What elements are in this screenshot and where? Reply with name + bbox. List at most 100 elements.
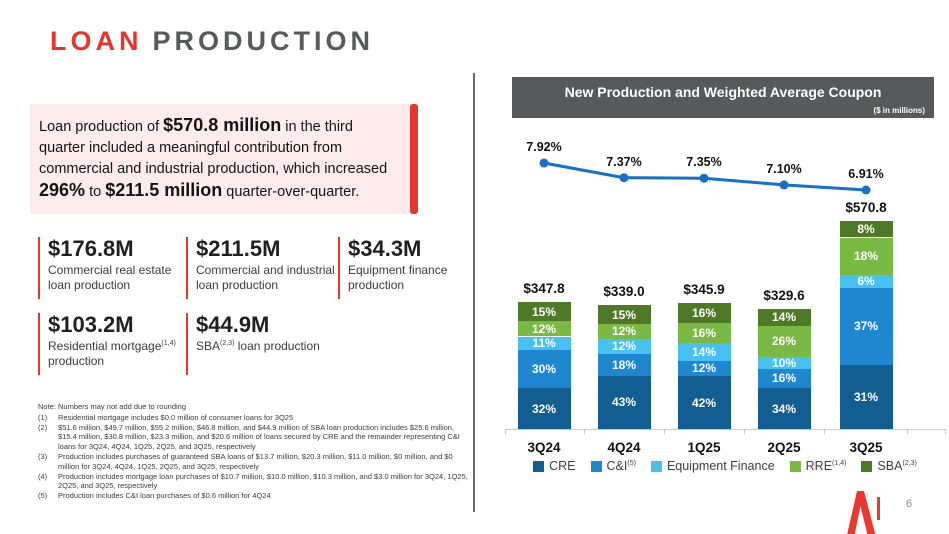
bar-percent-label: 26% bbox=[771, 334, 797, 349]
bar-segment-cre: 31% bbox=[839, 364, 893, 429]
metric-card: $44.9M SBA(2,3) loan production bbox=[186, 313, 338, 375]
bar-percent-label: 12% bbox=[531, 321, 557, 336]
x-axis-tick bbox=[907, 429, 908, 434]
footnote-text: Production includes purchases of guarant… bbox=[58, 451, 453, 471]
bar-segment-sba: 16% bbox=[677, 302, 731, 324]
logo-tick-bar bbox=[877, 497, 880, 520]
metric-value: $211.5M bbox=[196, 236, 281, 261]
metric-cards: $176.8M Commercial real estate loan produ… bbox=[38, 237, 474, 375]
bar-percent-label: 37% bbox=[853, 319, 879, 333]
bar-percent-label: 31% bbox=[853, 389, 879, 404]
chart-canvas: 32% 30% 11% 12% 15% $347.8 3Q24 43% 18% 12% 12% 15%… bbox=[505, 118, 949, 514]
bar-percent-label: 12% bbox=[691, 361, 717, 376]
footnote-item: (2) $51.6 million, $49.7 million, $55.2 m… bbox=[38, 423, 468, 452]
metric-card: $176.8M Commercial real estate loan produ… bbox=[38, 237, 186, 299]
bar-percent-label: 16% bbox=[691, 326, 717, 341]
x-axis-category-label: 2Q25 bbox=[767, 440, 801, 455]
bar-segment-cre: 42% bbox=[677, 376, 731, 429]
chart-title: New Production and Weighted Average Coup… bbox=[564, 84, 882, 100]
footnotes: Note: Numbers may not add due to roundin… bbox=[38, 402, 468, 501]
footnote-number: (3) bbox=[38, 451, 48, 461]
x-axis-line bbox=[505, 429, 945, 430]
coupon-percent-label: 7.35% bbox=[686, 155, 722, 170]
coupon-line-marker bbox=[779, 180, 789, 190]
bar-segment-rre: 18% bbox=[839, 237, 893, 276]
footnote-note: Note: Numbers may not add due to roundin… bbox=[38, 402, 187, 411]
bar-total-label: $347.8 bbox=[523, 281, 565, 297]
legend-label: Equipment Finance bbox=[666, 459, 775, 473]
text-segment: Commercial and industrial loan productio… bbox=[196, 263, 335, 292]
footnote-text: $51.6 million, $49.7 million, $55.2 mill… bbox=[58, 422, 460, 452]
chart-subtitle: ($ in millions) bbox=[873, 106, 925, 115]
bar-segment-cre: 43% bbox=[597, 375, 651, 429]
text-segment: SBA bbox=[196, 339, 221, 353]
bar-percent-label: 32% bbox=[531, 401, 557, 416]
coupon-percent-label: 7.37% bbox=[606, 154, 642, 169]
page-title: LOAN PRODUCTION bbox=[50, 26, 374, 57]
text-segment: Commercial real estate loan production bbox=[48, 263, 172, 292]
text-segment: production bbox=[48, 354, 105, 368]
x-axis-tick bbox=[584, 429, 585, 434]
bar-percent-label: 34% bbox=[771, 401, 797, 416]
bar-segment-c-i: 12% bbox=[677, 360, 731, 376]
bar-percent-label: 42% bbox=[691, 395, 717, 410]
footnote-item: (1) Residential mortgage includes $0.0 mi… bbox=[38, 413, 468, 423]
legend-item-rre: RRE(1,4) bbox=[789, 459, 847, 473]
x-axis-category-label: 3Q25 bbox=[849, 440, 883, 455]
vertical-divider bbox=[473, 73, 475, 512]
bar-percent-label: 30% bbox=[531, 362, 557, 377]
bar-percent-label: 18% bbox=[611, 357, 637, 372]
x-axis-category-label: 1Q25 bbox=[687, 440, 721, 455]
coupon-percent-label: 7.10% bbox=[766, 161, 802, 176]
chart-header: New Production and Weighted Average Coup… bbox=[512, 77, 934, 118]
legend-swatch-icon bbox=[861, 460, 873, 472]
highlight-text: Loan production of $570.8 million in the… bbox=[39, 115, 391, 203]
bar-segment-sba: 8% bbox=[839, 220, 893, 238]
bar-segment-sba: 14% bbox=[757, 308, 811, 326]
bar-segment-rre: 16% bbox=[677, 323, 731, 344]
text-segment: in the third quarter included a meaningf… bbox=[39, 119, 388, 177]
legend-swatch-icon bbox=[590, 460, 602, 472]
x-axis-tick bbox=[744, 429, 745, 434]
bar-segment-equipment-finance: 6% bbox=[839, 274, 893, 289]
text-segment: quarter-over-quarter. bbox=[222, 184, 360, 200]
coupon-line-marker bbox=[619, 173, 629, 183]
bar-percent-label: 16% bbox=[771, 371, 797, 386]
page-title-accent: LOAN bbox=[50, 26, 143, 56]
footnote-item: (3) Production includes purchases of guar… bbox=[38, 452, 468, 472]
bar-segment-c-i: 37% bbox=[839, 287, 893, 365]
x-axis-tick bbox=[664, 429, 665, 434]
chart-panel: New Production and Weighted Average Coup… bbox=[505, 0, 949, 534]
text-segment: loan production bbox=[234, 339, 320, 353]
x-axis-tick bbox=[945, 429, 946, 434]
bar-percent-label: 15% bbox=[611, 307, 637, 322]
bar-segment-equipment-finance: 12% bbox=[597, 338, 651, 354]
metric-value: $176.8M bbox=[48, 236, 134, 261]
metric-label: Commercial and industrial loan productio… bbox=[196, 263, 338, 293]
x-axis-category-label: 3Q24 bbox=[527, 440, 561, 455]
chart-legend: CRE C&I(5) Equipment Finance RRE(1,4) SBA(2,… bbox=[505, 459, 945, 473]
legend-item-sba: SBA(2,3) bbox=[861, 459, 917, 473]
bar-segment-c-i: 30% bbox=[517, 350, 571, 389]
x-axis-tick bbox=[824, 429, 825, 434]
bar-segment-cre: 34% bbox=[757, 388, 811, 429]
text-segment: $570.8 million bbox=[163, 115, 282, 135]
footnote-text: Production includes C&I loan purchases o… bbox=[58, 491, 271, 501]
bar-percent-label: 6% bbox=[857, 274, 875, 289]
text-segment: to bbox=[85, 184, 106, 200]
bar-segment-rre: 12% bbox=[597, 324, 651, 339]
bar-segment-cre: 32% bbox=[517, 388, 571, 429]
bar-segment-c-i: 18% bbox=[597, 353, 651, 376]
footnote-item: (5) Production includes C&I loan purchase… bbox=[38, 491, 468, 501]
bar-total-label: $345.9 bbox=[683, 281, 725, 297]
metric-card: $211.5M Commercial and industrial loan pr… bbox=[186, 237, 338, 299]
text-segment: Residential mortgage bbox=[48, 339, 162, 353]
legend-item-equipment-finance: Equipment Finance bbox=[650, 459, 775, 473]
footnote-number: (5) bbox=[38, 491, 48, 501]
legend-item-c-i: C&I(5) bbox=[590, 459, 636, 473]
bar-percent-label: 12% bbox=[611, 339, 637, 354]
legend-label: RRE(1,4) bbox=[805, 459, 847, 473]
legend-item-cre: CRE bbox=[533, 459, 576, 473]
coupon-percent-label: 7.92% bbox=[526, 140, 562, 154]
legend-swatch-icon bbox=[650, 460, 662, 472]
